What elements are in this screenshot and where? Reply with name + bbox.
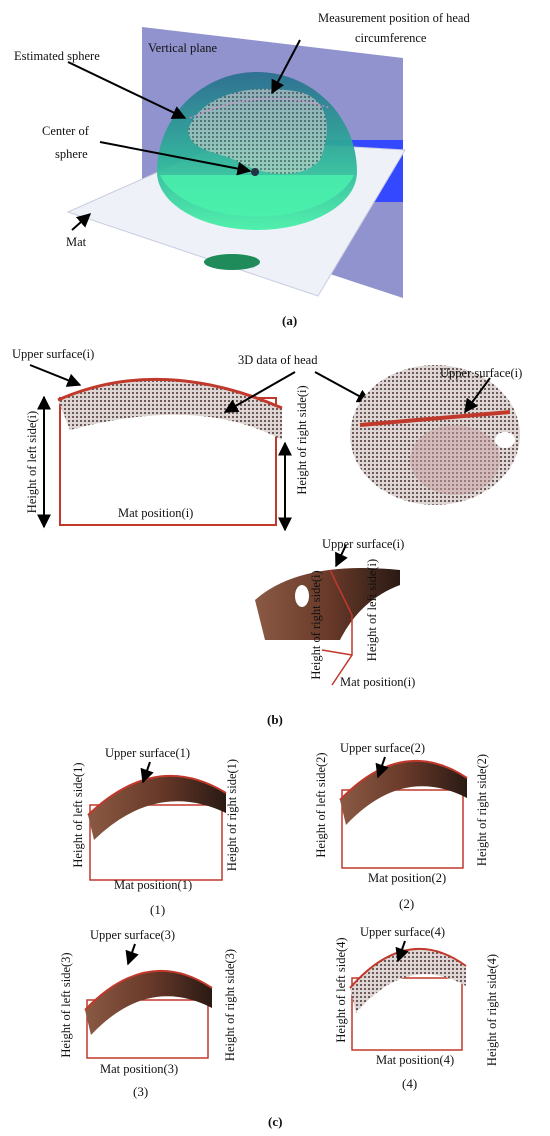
arrow [99, 141, 252, 176]
label: Center of [42, 124, 90, 138]
frame [341, 789, 464, 869]
label: Vertical plane [148, 41, 218, 55]
arrow [67, 61, 187, 119]
label: Upper surface(3) [90, 928, 175, 942]
frame [351, 977, 463, 1051]
arrow [271, 39, 301, 95]
caption: (b) [267, 712, 283, 727]
head-cloud [340, 760, 467, 825]
label: Mat position(3) [100, 1062, 178, 1076]
arrow [335, 544, 348, 568]
arrow [375, 756, 389, 779]
arrow [464, 377, 491, 414]
label: Mat position(i) [340, 675, 415, 689]
upper-line [359, 410, 511, 427]
label: Upper surface(i) [12, 347, 94, 361]
label: Height of right side(4) [485, 954, 499, 1066]
head-cloud [88, 775, 226, 840]
frame [89, 804, 223, 881]
caption: (1) [150, 902, 165, 917]
sphere-bottom [204, 254, 260, 270]
label: Upper surface(4) [360, 925, 445, 939]
label: Upper surface(i) [322, 537, 404, 551]
arrow [223, 371, 296, 413]
label: Mat position(2) [368, 871, 446, 885]
arrow [29, 364, 82, 387]
head-cloud [85, 970, 212, 1035]
arrow [395, 940, 409, 963]
label: Height of left side(i) [365, 559, 379, 661]
upper-line [339, 759, 468, 801]
label: Height of right side(3) [223, 949, 237, 1061]
panel-a: Measurement position of head circumferen… [14, 11, 470, 328]
circumference-line [189, 97, 331, 119]
label: Upper surface(i) [440, 366, 522, 380]
label: Mat position(i) [118, 506, 193, 520]
center-dot [251, 168, 259, 176]
label: 3D data of head [238, 353, 318, 367]
label: Mat [66, 235, 87, 249]
upper-line [84, 969, 213, 1011]
label: Upper surface(2) [340, 741, 425, 755]
label: Estimated sphere [14, 49, 100, 63]
label: Height of right side(1) [225, 759, 239, 871]
label: Upper surface(1) [105, 746, 190, 760]
label: Height of left side(2) [314, 752, 328, 857]
label: circumference [355, 31, 427, 45]
frame [86, 999, 209, 1059]
arrow [314, 371, 372, 403]
label: Measurement position of head [318, 11, 470, 25]
head-cloud [58, 379, 282, 440]
hole [295, 585, 309, 607]
skin [410, 425, 500, 495]
label: Height of right side(i) [295, 385, 309, 494]
caption: (c) [268, 1114, 282, 1129]
arrow [125, 943, 139, 966]
label: Height of left side(i) [25, 411, 39, 513]
label: Mat position(4) [376, 1053, 454, 1067]
label: Height of right side(i) [309, 570, 323, 679]
label: Height of left side(3) [59, 952, 73, 1057]
arrow [140, 761, 154, 784]
frame [321, 649, 353, 656]
caption: (2) [399, 896, 414, 911]
label: Height of right side(2) [475, 754, 489, 866]
label: Height of left side(1) [71, 762, 85, 867]
label: Height of left side(4) [334, 937, 348, 1042]
arrow [71, 213, 92, 231]
caption: (a) [282, 313, 297, 328]
caption: (3) [133, 1084, 148, 1099]
caption: (4) [402, 1076, 417, 1091]
sphere-lower [160, 175, 354, 217]
label: Mat position(1) [114, 878, 192, 892]
panel-c: (c) Upper surface(1) Height of left side(… [59, 741, 499, 1129]
head-cloud [188, 88, 327, 174]
head-cloud-bottom [255, 568, 400, 640]
hole [495, 432, 515, 448]
upper-line [87, 774, 227, 816]
frame [329, 569, 353, 686]
head-cloud [350, 948, 466, 1013]
panel-b: Upper surface(i) 3D data of head Upper s… [12, 347, 522, 727]
label: sphere [55, 147, 88, 161]
